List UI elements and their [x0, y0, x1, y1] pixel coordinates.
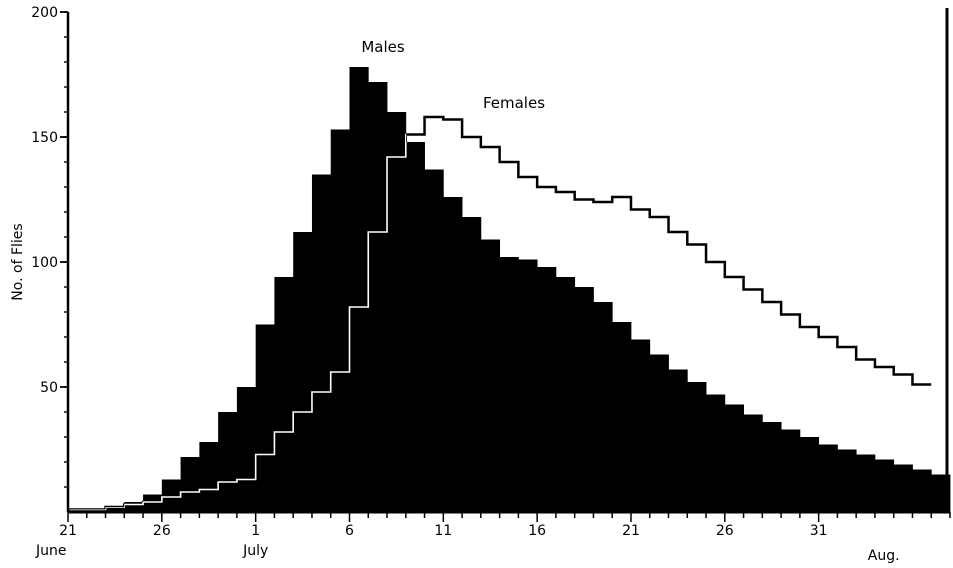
y-ticks: 50 100 150 200 — [31, 5, 68, 396]
males-bar — [368, 82, 388, 512]
males-bar — [687, 382, 707, 512]
plot-area — [68, 67, 951, 512]
x-tick-label: 21 — [622, 523, 640, 539]
males-bar — [255, 324, 275, 512]
males-bar — [781, 429, 801, 512]
x-tick-label: 6 — [345, 523, 354, 539]
males-bar — [330, 129, 350, 512]
series-label-females: Females — [483, 94, 545, 112]
males-bar — [199, 442, 219, 512]
x-tick-label: 26 — [716, 523, 734, 539]
males-bar — [668, 369, 688, 512]
males-bar — [837, 449, 857, 512]
males-bar — [443, 197, 463, 512]
males-bar — [180, 457, 200, 512]
males-bar — [799, 437, 820, 512]
males-bar — [612, 322, 632, 512]
males-bar — [293, 232, 313, 512]
males-bar — [743, 414, 763, 512]
males-bar — [874, 459, 895, 512]
males-bar — [424, 169, 444, 512]
males-bar — [274, 277, 294, 512]
males-bar — [818, 444, 838, 512]
x-tick-label: 1 — [251, 523, 260, 539]
x-tick-label: 16 — [528, 523, 546, 539]
x-month-label: June — [35, 543, 67, 559]
males-bar — [912, 469, 932, 512]
x-tick-label: 31 — [810, 523, 828, 539]
males-bar — [574, 287, 594, 512]
males-bar — [893, 464, 913, 512]
y-tick-label: 200 — [31, 5, 58, 21]
series-label-males: Males — [361, 38, 405, 56]
males-bar — [480, 239, 501, 512]
x-ticks: 21 June 26 1 July 6 11 16 21 26 31 Aug. — [35, 512, 951, 564]
males-bar — [593, 302, 613, 512]
x-month-label: Aug. — [868, 548, 900, 564]
males-bar — [387, 112, 407, 512]
males-bar — [105, 507, 125, 512]
males-bar — [405, 142, 425, 512]
males-bar — [555, 277, 576, 512]
males-bar — [518, 259, 538, 512]
x-tick-label: 21 — [59, 523, 77, 539]
males-bar — [124, 502, 144, 512]
males-bar — [762, 422, 782, 512]
males-bar — [537, 267, 557, 512]
males-bar — [724, 404, 744, 512]
x-month-label: July — [242, 543, 268, 559]
males-bar — [311, 174, 332, 512]
males-bar — [706, 394, 726, 512]
y-axis-title: No. of Flies — [10, 223, 26, 300]
x-tick-label: 11 — [434, 523, 452, 539]
males-bar — [649, 354, 669, 512]
males-bar — [349, 67, 369, 512]
males-bar — [462, 217, 482, 512]
males-bar — [856, 454, 876, 512]
males-bar — [236, 387, 257, 512]
y-tick-label: 50 — [40, 380, 58, 396]
males-bar — [630, 339, 651, 512]
males-bar — [499, 257, 519, 512]
y-tick-label: 150 — [31, 130, 58, 146]
males-bar — [218, 412, 238, 512]
x-tick-label: 26 — [153, 523, 171, 539]
y-tick-label: 100 — [31, 255, 58, 271]
